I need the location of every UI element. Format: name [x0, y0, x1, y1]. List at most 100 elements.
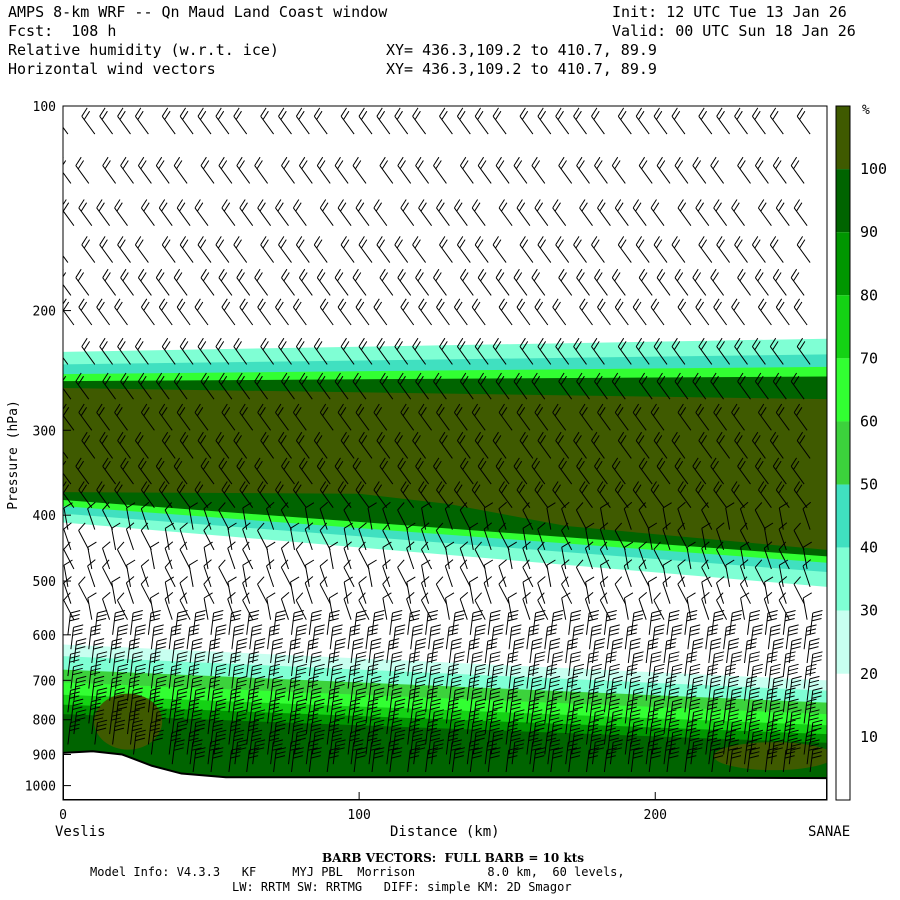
wind-barb: [406, 576, 416, 604]
y-axis: 100 200 300 400 500 600 700 800 900 1000: [25, 100, 71, 795]
wind-barb: [371, 687, 385, 713]
wind-barb: [573, 431, 587, 459]
wind-barb: [239, 199, 254, 226]
field1-name: Relative humidity (w.r.t. ice): [8, 41, 279, 59]
wind-barb: [614, 199, 629, 226]
wind-barb: [210, 687, 224, 713]
wind-barb: [410, 663, 424, 689]
wind-barb: [495, 268, 510, 296]
wind-barb: [692, 457, 707, 485]
wind-barb: [194, 199, 209, 226]
wind-barb: [531, 156, 546, 184]
wind-barb: [319, 522, 331, 551]
wind-barb: [614, 481, 629, 508]
wind-barb: [522, 522, 532, 550]
wind-barb: [690, 709, 704, 735]
wind-barb: [806, 638, 820, 664]
wind-barb: [292, 403, 307, 431]
wind-barb: [723, 663, 737, 689]
wind-barb: [120, 457, 134, 485]
wind-barb: [713, 481, 728, 508]
wind-barb: [200, 268, 215, 296]
wind-barb: [81, 337, 96, 365]
wind-barb: [150, 624, 164, 650]
wind-barb: [215, 337, 230, 365]
colorbar-swatch: [836, 106, 850, 170]
wind-barb: [358, 337, 373, 365]
wind-barb: [739, 576, 751, 604]
wind-barb: [522, 576, 532, 604]
plot-frame: [62, 105, 828, 801]
wind-barb: [316, 268, 331, 296]
wind-barb: [358, 107, 373, 135]
wind-barb: [63, 522, 72, 551]
wind-barb: [656, 457, 671, 485]
wind-barb: [650, 481, 665, 508]
wind-barb: [782, 651, 796, 677]
wind-barb: [210, 747, 224, 773]
wind-barb: [487, 610, 501, 635]
wind-barb: [522, 592, 531, 620]
wind-barb: [764, 747, 778, 773]
wind-barb: [153, 675, 167, 701]
wind-barb: [692, 156, 707, 184]
wind-barb: [218, 268, 233, 296]
wind-barb: [519, 337, 534, 365]
wind-barb: [236, 156, 251, 184]
wind-barb: [410, 624, 424, 650]
wind-barb: [340, 236, 355, 263]
wind-barb: [164, 592, 174, 620]
colorbar-swatch: [836, 421, 850, 485]
wind-barb: [617, 337, 632, 365]
wind-barb: [695, 298, 710, 326]
wind-barb: [751, 431, 766, 459]
wind-barb: [332, 709, 346, 735]
wind-barb: [705, 624, 719, 650]
wind-barb: [280, 592, 290, 620]
wind-barb: [579, 403, 593, 431]
wind-barb: [575, 502, 587, 530]
wind-barb: [684, 651, 698, 677]
wind-barb: [418, 403, 433, 431]
wind-barb: [218, 372, 233, 400]
wind-barb: [731, 298, 745, 326]
wind-barb: [586, 719, 600, 745]
wind-barb: [594, 268, 608, 296]
wind-barb: [558, 457, 573, 485]
wind-barb: [392, 698, 406, 724]
wind-barb: [456, 431, 471, 459]
wind-barb: [117, 431, 131, 459]
wind-barb: [257, 403, 272, 431]
wind-barb: [782, 610, 796, 635]
wind-barb: [373, 481, 388, 508]
colorbar-label: 10: [860, 728, 878, 746]
wind-barb: [561, 501, 570, 530]
wind-barb: [561, 541, 571, 570]
wind-barb: [147, 651, 161, 677]
wind-barb: [537, 337, 552, 365]
wind-barb: [453, 403, 468, 431]
wind-barb: [368, 739, 382, 765]
x-tick-label: 100: [347, 808, 370, 823]
y-tick-label: 500: [33, 575, 56, 590]
wind-barb: [290, 522, 300, 550]
wind-barb: [147, 719, 161, 745]
wind-barb: [415, 156, 430, 184]
wind-barb: [281, 268, 295, 296]
wind-barb: [552, 481, 567, 508]
wind-barb: [638, 268, 653, 296]
wind-barb: [603, 610, 617, 635]
wind-barb: [809, 719, 823, 745]
wind-barb: [186, 729, 200, 755]
wind-barb: [171, 709, 185, 735]
wind-barb: [603, 687, 617, 713]
wind-barb: [231, 624, 245, 650]
wind-barb: [294, 698, 307, 724]
wind-barb: [386, 675, 400, 701]
wind-barb: [91, 709, 105, 735]
wind-barb: [355, 403, 370, 431]
wind-barb: [647, 522, 658, 550]
wind-barb: [453, 298, 468, 326]
wind-barb: [389, 610, 403, 635]
wind-barb: [769, 236, 784, 263]
